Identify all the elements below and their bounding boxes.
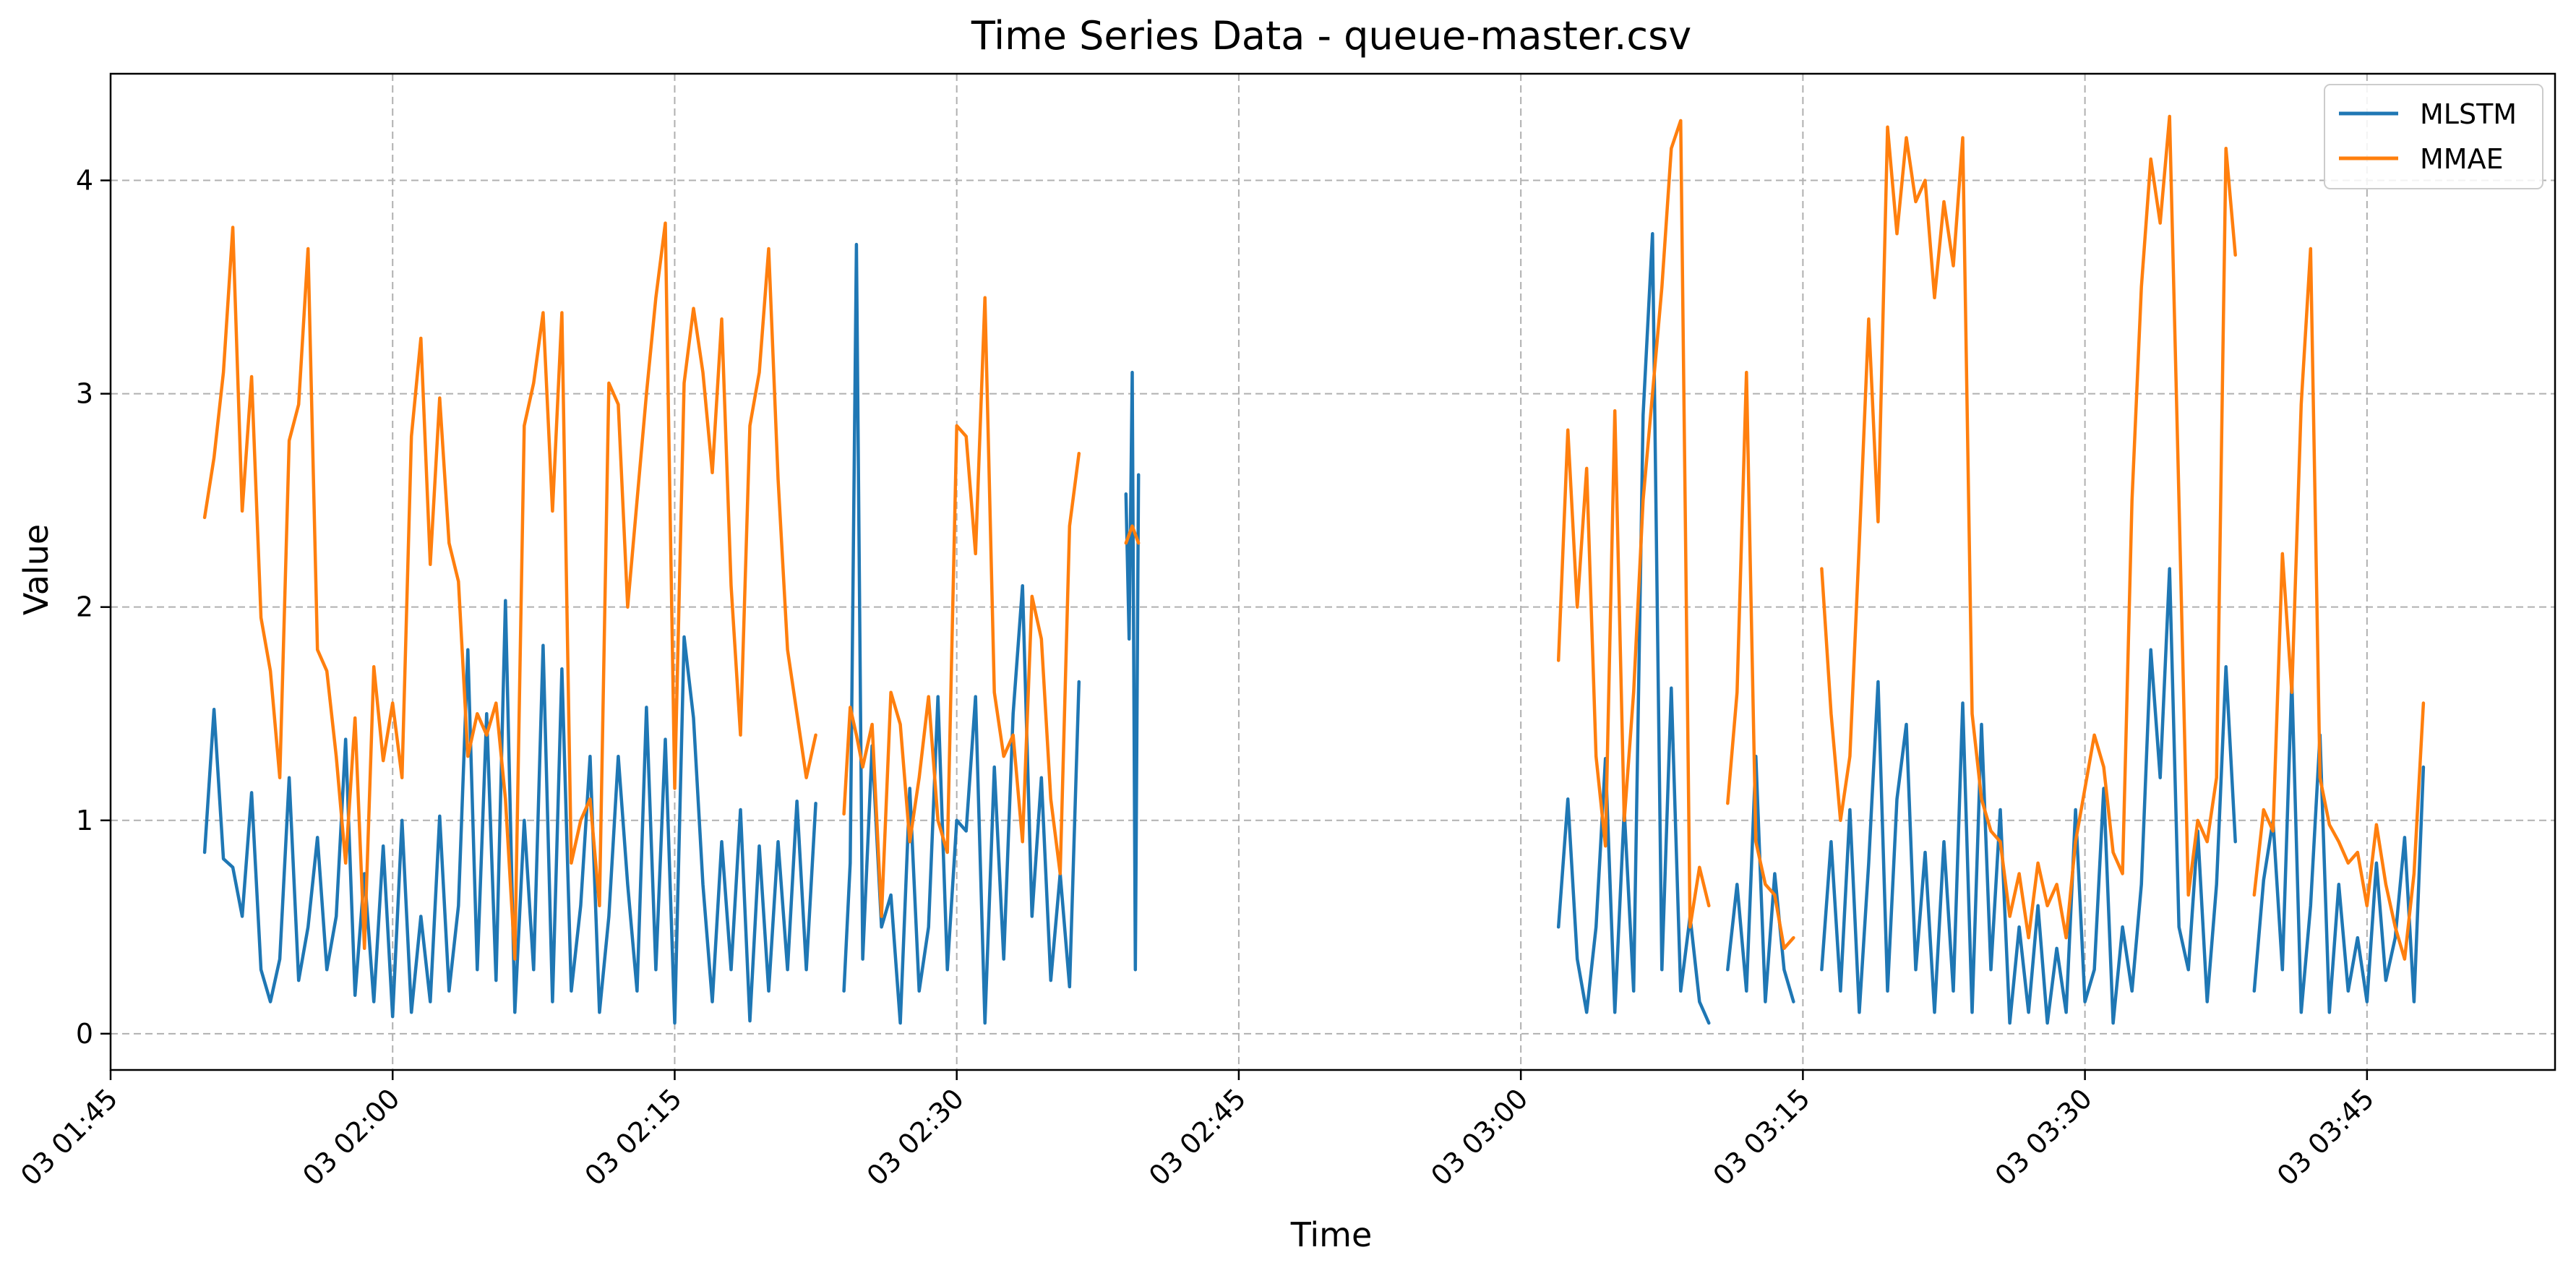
series-line-mlstm (2252, 677, 2426, 1014)
series-line-mmae (1556, 119, 1711, 929)
y-tick-label: 4 (76, 165, 93, 197)
x-axis-label: Time (1290, 1215, 1373, 1254)
series-line-mlstm (202, 599, 817, 1025)
legend-box (2324, 84, 2543, 189)
legend-label-mlstm: MLSTM (2420, 98, 2517, 130)
plot-frame (109, 72, 2556, 1071)
y-tick-label: 3 (76, 378, 93, 410)
y-tick-label: 2 (76, 591, 93, 623)
legend-label-mmae: MMAE (2420, 143, 2504, 175)
y-tick-label: 1 (76, 805, 93, 836)
series-mlstm (202, 232, 2426, 1025)
series-line-mlstm (1556, 232, 1711, 1025)
series-line-mmae (2252, 247, 2426, 961)
series-line-mmae (1820, 114, 2237, 940)
y-axis: 0 1 2 3 4 (76, 165, 111, 1050)
grid (110, 74, 2555, 1070)
y-tick-label: 0 (76, 1018, 93, 1050)
series-line-mmae (1124, 524, 1141, 545)
series-line-mlstm (1726, 754, 1795, 1003)
series-lines (202, 114, 2426, 1025)
y-axis-label: Value (17, 524, 56, 615)
series-mmae (202, 114, 2426, 961)
legend: MLSTM MMAE (2324, 84, 2543, 189)
chart-title: Time Series Data - queue-master.csv (971, 13, 1691, 59)
series-line-mlstm (1820, 567, 2237, 1025)
series-line-mmae (202, 221, 817, 961)
series-line-mlstm (1124, 370, 1141, 972)
series-line-mmae (842, 296, 1081, 918)
series-line-mmae (1726, 370, 1795, 951)
